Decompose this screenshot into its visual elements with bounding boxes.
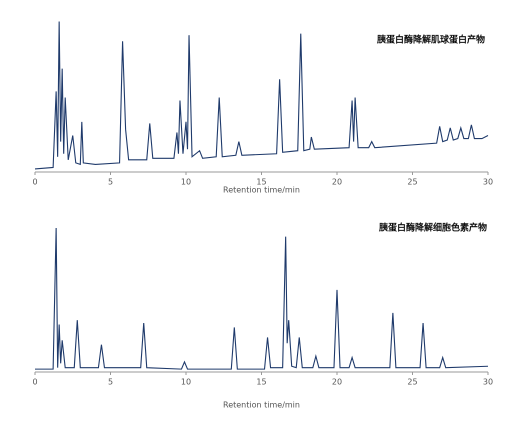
x-tick-label: 15 — [256, 378, 266, 387]
x-tick-label: 20 — [332, 178, 342, 187]
x-tick-label: 5 — [108, 178, 113, 187]
x-tick-label: 30 — [483, 378, 493, 387]
x-axis-label: Retention time/min — [223, 401, 300, 410]
chromatogram-line — [34, 21, 489, 170]
x-tick-label: 10 — [181, 378, 191, 387]
x-axis-label: Retention time/min — [223, 186, 300, 195]
x-tick-label: 10 — [181, 178, 191, 187]
x-tick-label: 15 — [256, 178, 266, 187]
chart-title: 胰蛋白酶降解细胞色素产物 — [379, 222, 487, 234]
chart-title: 胰蛋白酶降解肌球蛋白产物 — [377, 34, 485, 46]
x-tick-label: 25 — [407, 178, 417, 187]
x-tick-label: 25 — [407, 378, 417, 387]
chromatogram-line — [35, 227, 489, 370]
x-tick-label: 30 — [483, 178, 493, 187]
x-tick-label: 20 — [332, 378, 342, 387]
x-tick-label: 0 — [32, 378, 37, 387]
x-tick-label: 0 — [32, 178, 37, 187]
x-tick-label: 5 — [108, 378, 113, 387]
